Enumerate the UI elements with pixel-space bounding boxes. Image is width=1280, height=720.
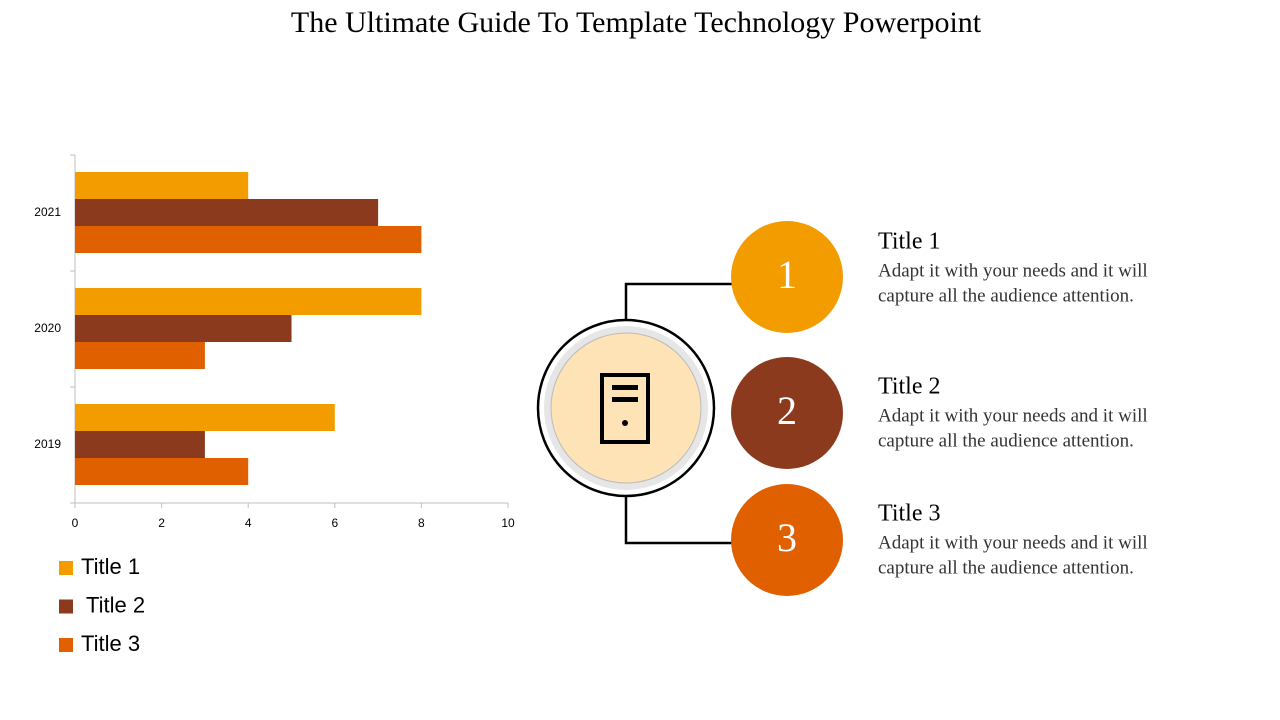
slide-title: The Ultimate Guide To Template Technolog… [291, 6, 982, 39]
y-tick-label: 2019 [34, 437, 61, 451]
step-circle [731, 484, 843, 596]
x-tick-label: 10 [501, 516, 515, 530]
step-number: 1 [777, 252, 797, 297]
bar [75, 226, 422, 253]
bar [75, 199, 379, 226]
connector [624, 282, 732, 322]
step-number: 3 [777, 515, 797, 560]
step-text: capture all the audience attention. [878, 430, 1134, 451]
y-tick-label: 2021 [34, 205, 61, 219]
step-text: Adapt it with your needs and it will [878, 532, 1148, 553]
legend-swatch [59, 638, 73, 652]
hub [550, 332, 702, 484]
legend-swatch [59, 561, 73, 575]
step-number: 2 [777, 388, 797, 433]
x-tick-label: 8 [418, 516, 425, 530]
bar [75, 404, 335, 431]
x-tick-label: 2 [158, 516, 165, 530]
bar [75, 431, 205, 458]
step-text: Adapt it with your needs and it will [878, 260, 1148, 281]
server-icon [600, 373, 650, 444]
bar [75, 458, 249, 485]
step-circle [731, 357, 843, 469]
step-title: Title 2 [878, 374, 940, 400]
step-title: Title 1 [878, 229, 940, 255]
step-text: capture all the audience attention. [878, 285, 1134, 306]
legend-label: Title 1 [81, 554, 140, 579]
x-tick-label: 6 [331, 516, 338, 530]
legend-swatch [59, 599, 73, 614]
legend-label: Title 2 [86, 592, 145, 617]
x-tick-label: 0 [72, 516, 79, 530]
step-title: Title 3 [878, 501, 940, 527]
y-tick-label: 2020 [34, 321, 61, 335]
bar [75, 288, 422, 315]
legend-label: Title 3 [81, 631, 140, 656]
bar [75, 315, 292, 342]
step-text: Adapt it with your needs and it will [878, 405, 1148, 426]
bar [75, 342, 205, 369]
step-text: capture all the audience attention. [878, 557, 1134, 578]
step-circle [731, 221, 843, 333]
bar [75, 172, 249, 199]
connector [624, 495, 732, 545]
x-tick-label: 4 [245, 516, 252, 530]
